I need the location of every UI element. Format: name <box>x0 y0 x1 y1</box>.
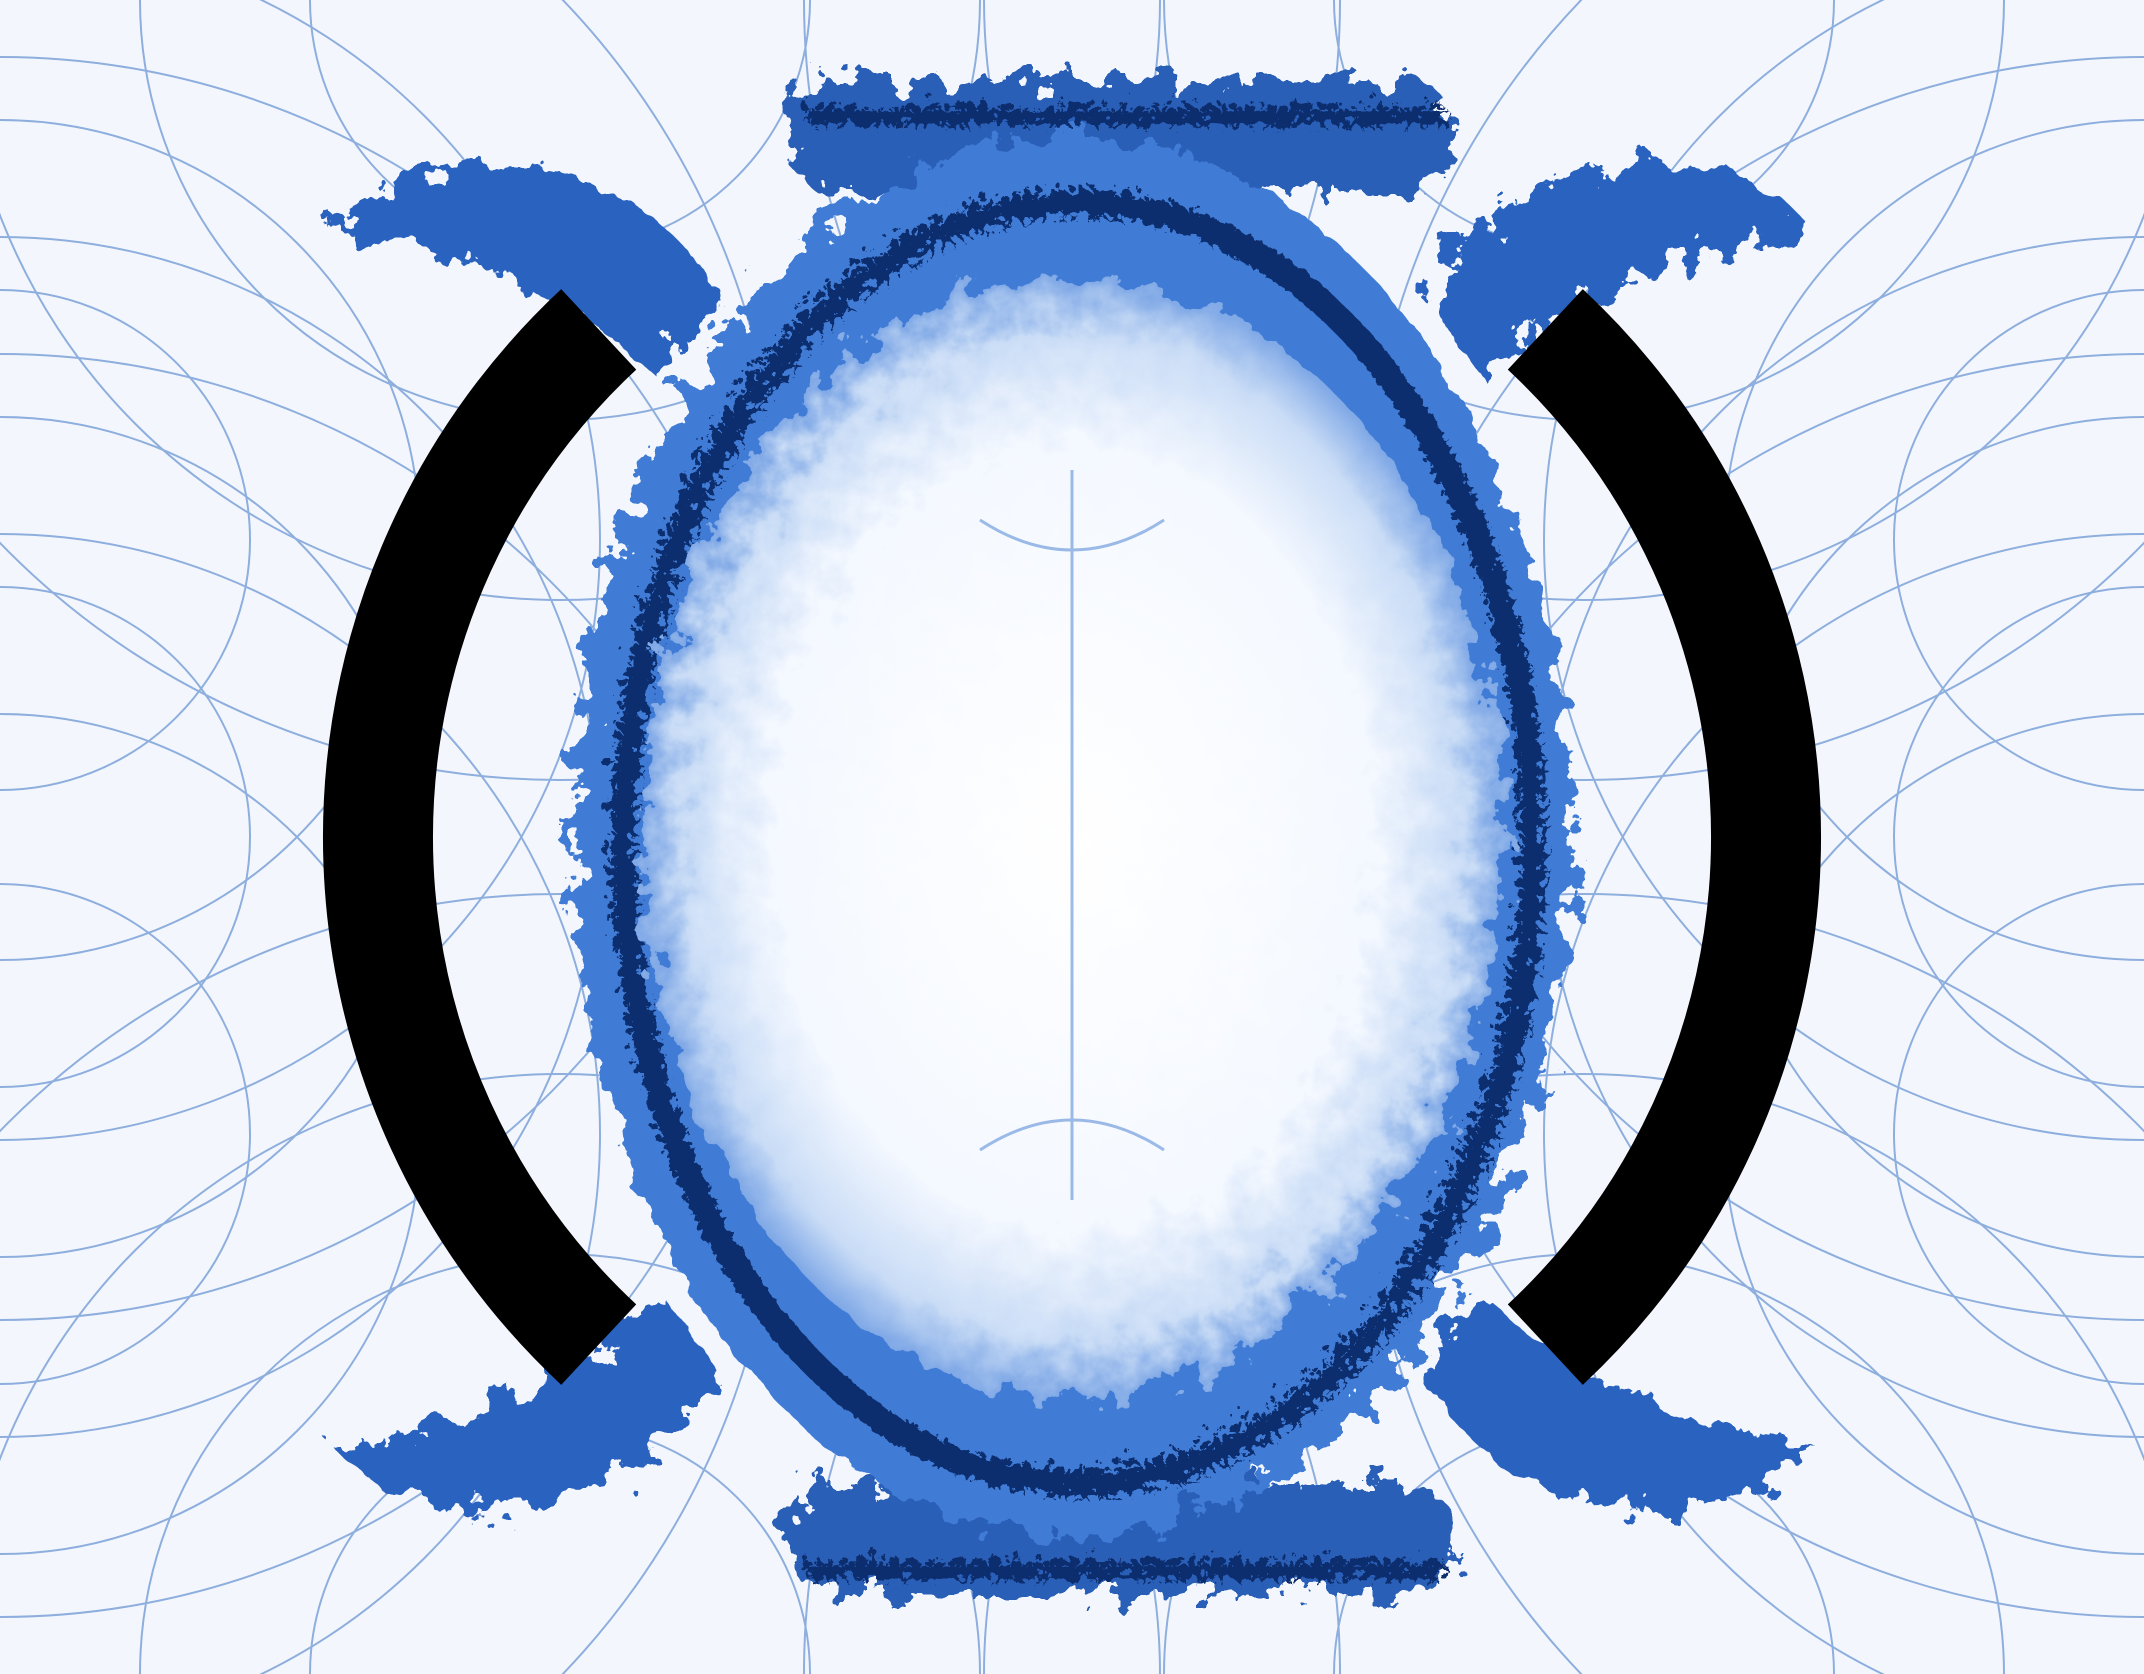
shock-arc <box>0 533 601 1674</box>
cusp-filaments <box>979 518 1165 1152</box>
shock-arc <box>803 893 2144 1674</box>
shock-arc <box>0 0 1341 781</box>
shock-arc <box>0 0 601 1141</box>
shock-arc <box>0 586 251 1088</box>
core-filaments <box>979 470 1165 1200</box>
wing-br <box>1424 1294 1814 1512</box>
shock-arc <box>803 0 2144 781</box>
shock-arc <box>0 883 251 1385</box>
wing-bl <box>330 1294 720 1512</box>
shock-arc <box>1543 533 2144 1674</box>
shock-arc <box>0 1073 1161 1674</box>
shock-arc <box>0 0 1161 601</box>
shock-arc <box>983 0 2144 601</box>
walls <box>322 289 1822 1385</box>
front-ring <box>604 184 1540 1490</box>
shock-arc <box>983 1073 2144 1674</box>
shock-arc <box>1893 883 2144 1385</box>
shock-arc <box>1893 586 2144 1088</box>
dark-fronts <box>604 101 1540 1573</box>
wing-tl <box>330 162 720 380</box>
shock-arc <box>1543 0 2144 1141</box>
shock-arc <box>1893 289 2144 791</box>
shock-arc <box>0 289 251 791</box>
left-wall <box>322 289 637 1385</box>
right-wall <box>1507 289 1822 1385</box>
wing-tr <box>1424 162 1814 380</box>
shock-arc <box>0 893 1341 1674</box>
